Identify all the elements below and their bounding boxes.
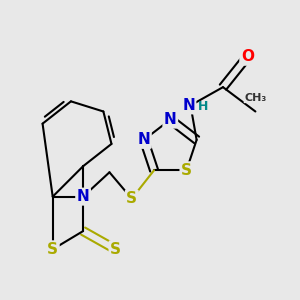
Text: S: S bbox=[47, 242, 58, 257]
Text: S: S bbox=[126, 191, 137, 206]
Text: N: N bbox=[137, 132, 150, 147]
Text: N: N bbox=[77, 189, 89, 204]
Text: CH₃: CH₃ bbox=[244, 93, 266, 103]
Text: H: H bbox=[198, 100, 209, 113]
Text: N: N bbox=[182, 98, 195, 113]
Text: S: S bbox=[110, 242, 121, 257]
Text: S: S bbox=[181, 163, 192, 178]
Text: N: N bbox=[164, 112, 177, 127]
Text: O: O bbox=[241, 49, 254, 64]
